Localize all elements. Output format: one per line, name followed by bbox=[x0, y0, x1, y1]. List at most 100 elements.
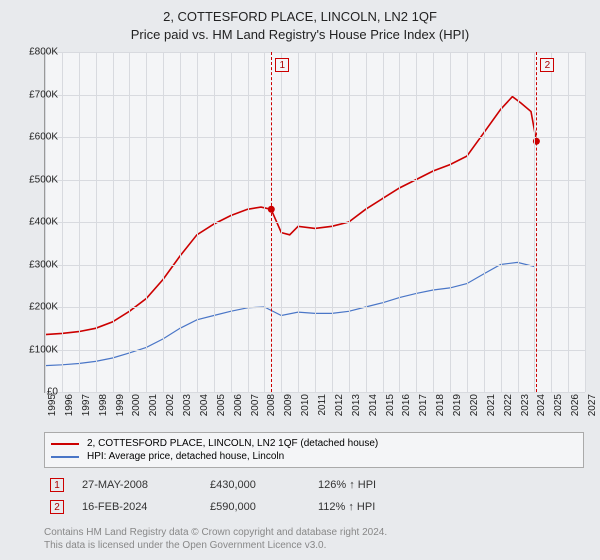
x-tick-label: 1997 bbox=[81, 394, 92, 416]
sale-row-marker: 1 bbox=[50, 478, 64, 492]
sale-marker-label: 2 bbox=[540, 58, 554, 72]
x-tick-label: 1995 bbox=[47, 394, 58, 416]
x-tick-label: 2013 bbox=[351, 394, 362, 416]
x-gridline bbox=[231, 52, 232, 392]
title-address: 2, COTTESFORD PLACE, LINCOLN, LN2 1QF bbox=[0, 8, 600, 26]
legend-label: HPI: Average price, detached house, Linc… bbox=[87, 451, 284, 462]
y-tick-label: £500K bbox=[18, 174, 58, 185]
x-tick-label: 2022 bbox=[503, 394, 514, 416]
legend-swatch bbox=[51, 456, 79, 458]
legend-item: HPI: Average price, detached house, Linc… bbox=[51, 450, 577, 463]
x-tick-label: 2010 bbox=[300, 394, 311, 416]
sale-row-date: 27-MAY-2008 bbox=[82, 479, 192, 491]
x-gridline bbox=[450, 52, 451, 392]
x-gridline bbox=[383, 52, 384, 392]
x-gridline bbox=[568, 52, 569, 392]
x-tick-label: 2019 bbox=[452, 394, 463, 416]
x-tick-label: 2018 bbox=[435, 394, 446, 416]
x-tick-label: 2000 bbox=[131, 394, 142, 416]
y-tick-label: £300K bbox=[18, 259, 58, 270]
x-tick-label: 2006 bbox=[233, 394, 244, 416]
x-gridline bbox=[433, 52, 434, 392]
x-tick-label: 2017 bbox=[418, 394, 429, 416]
x-gridline bbox=[214, 52, 215, 392]
x-gridline bbox=[264, 52, 265, 392]
x-tick-label: 2005 bbox=[216, 394, 227, 416]
x-tick-label: 2026 bbox=[570, 394, 581, 416]
sale-row: 1 27-MAY-2008 £430,000 126% ↑ HPI bbox=[44, 474, 584, 496]
x-gridline bbox=[467, 52, 468, 392]
x-gridline bbox=[366, 52, 367, 392]
x-gridline bbox=[551, 52, 552, 392]
x-gridline bbox=[96, 52, 97, 392]
x-tick-label: 2008 bbox=[266, 394, 277, 416]
chart-container: 2, COTTESFORD PLACE, LINCOLN, LN2 1QF Pr… bbox=[0, 0, 600, 560]
x-gridline bbox=[399, 52, 400, 392]
y-gridline bbox=[45, 392, 585, 393]
x-gridline bbox=[180, 52, 181, 392]
x-gridline bbox=[281, 52, 282, 392]
legend-item: 2, COTTESFORD PLACE, LINCOLN, LN2 1QF (d… bbox=[51, 437, 577, 450]
x-gridline bbox=[518, 52, 519, 392]
x-tick-label: 2021 bbox=[486, 394, 497, 416]
title-subtitle: Price paid vs. HM Land Registry's House … bbox=[0, 26, 600, 44]
x-gridline bbox=[315, 52, 316, 392]
x-tick-label: 2027 bbox=[587, 394, 598, 416]
x-tick-label: 2015 bbox=[385, 394, 396, 416]
footer-line2: This data is licensed under the Open Gov… bbox=[44, 539, 584, 552]
x-tick-label: 2003 bbox=[182, 394, 193, 416]
sale-row-price: £590,000 bbox=[210, 501, 300, 513]
x-gridline bbox=[534, 52, 535, 392]
x-tick-label: 2023 bbox=[520, 394, 531, 416]
sale-row-price: £430,000 bbox=[210, 479, 300, 491]
x-gridline bbox=[62, 52, 63, 392]
sale-marker-vline bbox=[536, 52, 537, 392]
x-tick-label: 1998 bbox=[98, 394, 109, 416]
x-tick-label: 2002 bbox=[165, 394, 176, 416]
x-tick-label: 2025 bbox=[553, 394, 564, 416]
x-tick-label: 2001 bbox=[148, 394, 159, 416]
y-tick-label: £400K bbox=[18, 217, 58, 228]
plot-area: 12 bbox=[44, 52, 585, 393]
legend-label: 2, COTTESFORD PLACE, LINCOLN, LN2 1QF (d… bbox=[87, 438, 378, 449]
sale-row: 2 16-FEB-2024 £590,000 112% ↑ HPI bbox=[44, 496, 584, 518]
sale-marker-label: 1 bbox=[275, 58, 289, 72]
sales-table: 1 27-MAY-2008 £430,000 126% ↑ HPI 2 16-FEB-20… bbox=[44, 474, 584, 518]
y-tick-label: £700K bbox=[18, 89, 58, 100]
x-gridline bbox=[146, 52, 147, 392]
y-tick-label: £100K bbox=[18, 344, 58, 355]
x-tick-label: 2024 bbox=[536, 394, 547, 416]
x-gridline bbox=[113, 52, 114, 392]
x-gridline bbox=[248, 52, 249, 392]
x-tick-label: 2009 bbox=[283, 394, 294, 416]
x-gridline bbox=[129, 52, 130, 392]
x-tick-label: 2007 bbox=[250, 394, 261, 416]
x-gridline bbox=[349, 52, 350, 392]
x-gridline bbox=[79, 52, 80, 392]
x-gridline bbox=[484, 52, 485, 392]
footer-attribution: Contains HM Land Registry data © Crown c… bbox=[44, 526, 584, 552]
legend-swatch bbox=[51, 443, 79, 445]
x-tick-label: 2004 bbox=[199, 394, 210, 416]
y-tick-label: £200K bbox=[18, 302, 58, 313]
x-tick-label: 2014 bbox=[368, 394, 379, 416]
sale-row-date: 16-FEB-2024 bbox=[82, 501, 192, 513]
sale-row-hpi: 112% ↑ HPI bbox=[318, 501, 375, 513]
sale-row-hpi: 126% ↑ HPI bbox=[318, 479, 376, 491]
x-tick-label: 1999 bbox=[115, 394, 126, 416]
y-tick-label: £800K bbox=[18, 47, 58, 58]
x-gridline bbox=[416, 52, 417, 392]
footer-line1: Contains HM Land Registry data © Crown c… bbox=[44, 526, 584, 539]
x-tick-label: 2012 bbox=[334, 394, 345, 416]
y-tick-label: £600K bbox=[18, 132, 58, 143]
sale-row-marker: 2 bbox=[50, 500, 64, 514]
x-gridline bbox=[163, 52, 164, 392]
legend: 2, COTTESFORD PLACE, LINCOLN, LN2 1QF (d… bbox=[44, 432, 584, 468]
chart-title: 2, COTTESFORD PLACE, LINCOLN, LN2 1QF Pr… bbox=[0, 0, 600, 44]
x-tick-label: 2020 bbox=[469, 394, 480, 416]
x-tick-label: 2016 bbox=[401, 394, 412, 416]
x-tick-label: 2011 bbox=[317, 394, 328, 416]
series-line bbox=[45, 97, 536, 335]
x-gridline bbox=[501, 52, 502, 392]
x-gridline bbox=[332, 52, 333, 392]
